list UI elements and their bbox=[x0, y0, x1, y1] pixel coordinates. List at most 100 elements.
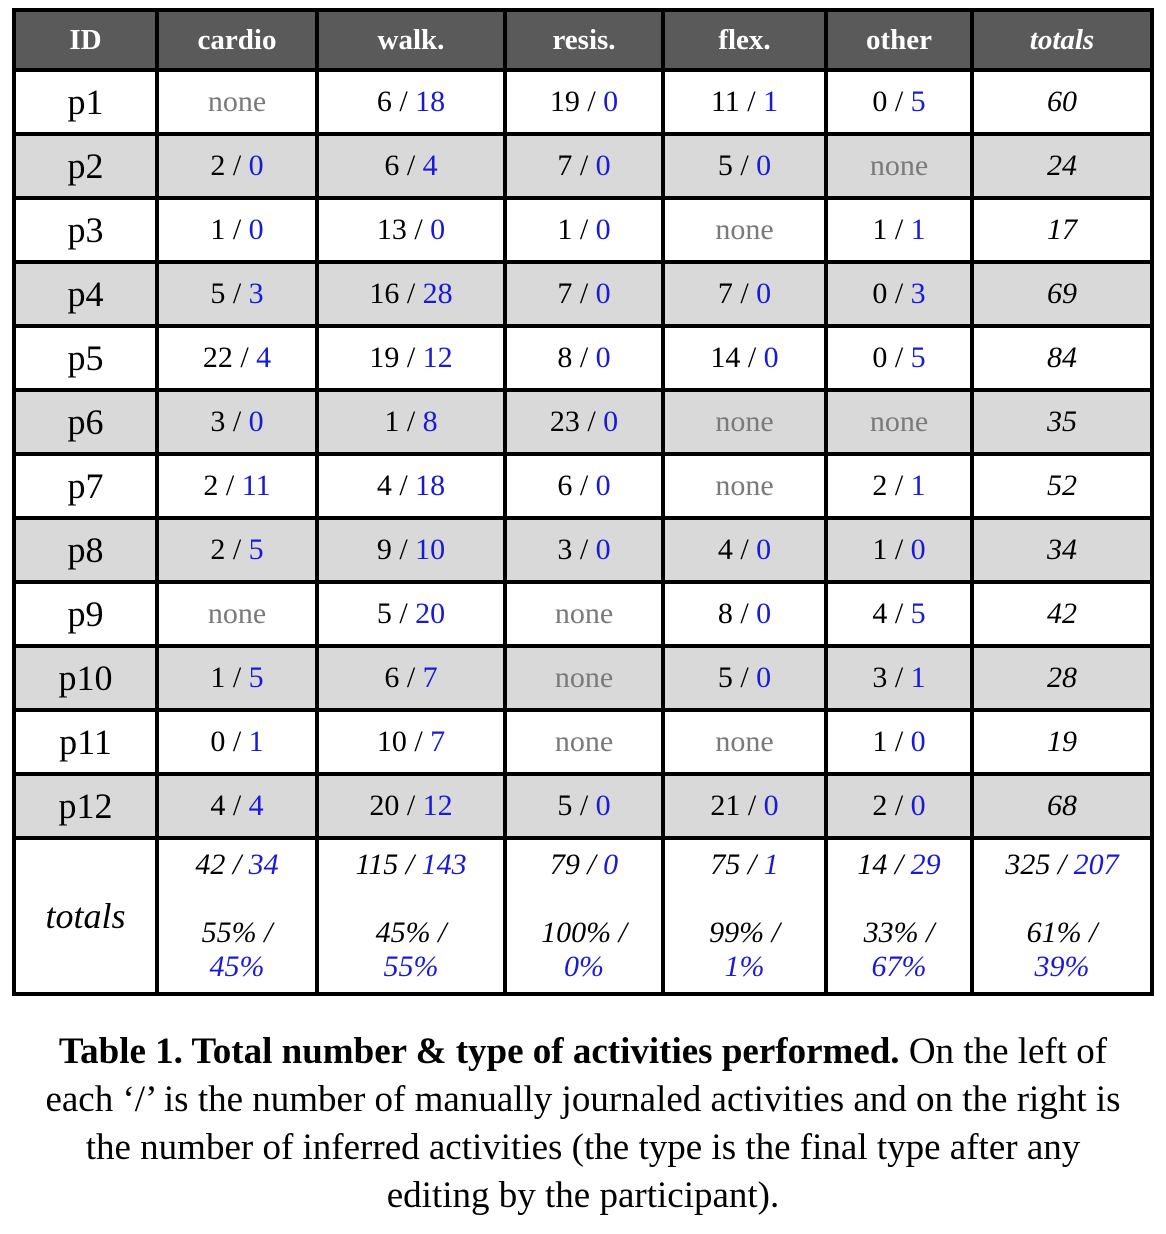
count-inferred: 4 bbox=[248, 789, 264, 822]
count-manual: 20 bbox=[369, 789, 400, 822]
count-manual: 1 bbox=[210, 213, 226, 246]
header-cell: totals bbox=[970, 8, 1154, 72]
count-inferred: 5 bbox=[910, 85, 926, 118]
count-inferred: 0 bbox=[603, 405, 619, 438]
totals-box: 14 / 29 33% /67% bbox=[828, 848, 970, 984]
cell: 5 / 3 bbox=[155, 260, 319, 328]
count-inferred: 0 bbox=[248, 405, 264, 438]
separator: / bbox=[414, 213, 423, 246]
row-id: p5 bbox=[12, 324, 159, 392]
cell: 0 / 5 bbox=[824, 68, 974, 136]
count-inferred: 0 bbox=[595, 341, 611, 374]
cell: 2 / 5 bbox=[155, 516, 319, 584]
count-manual: 0 bbox=[872, 85, 888, 118]
count-inferred: 1 bbox=[248, 725, 264, 758]
totals-shares: 99% /1% bbox=[665, 916, 824, 984]
separator: / bbox=[747, 789, 757, 822]
count-inferred: 11 bbox=[241, 469, 271, 502]
separator: / bbox=[894, 533, 904, 566]
cell-none: none bbox=[503, 708, 665, 776]
separator: / bbox=[587, 848, 596, 881]
count-manual: 19 bbox=[549, 85, 580, 118]
count-inferred: 5 bbox=[910, 341, 926, 374]
cell-none: none bbox=[824, 388, 974, 456]
totals-counts: 79 / 0 bbox=[507, 848, 661, 882]
totals-cell: 79 / 0 100% / 0% bbox=[503, 836, 665, 996]
count-manual: 0 bbox=[210, 725, 226, 758]
separator: / bbox=[264, 916, 273, 949]
count-manual: 21 bbox=[710, 789, 741, 822]
separator: / bbox=[926, 916, 935, 949]
cell: 21 / 0 bbox=[661, 772, 828, 840]
cell-none: none bbox=[503, 580, 665, 648]
cell: 16 / 28 bbox=[315, 260, 507, 328]
count-inferred: 7 bbox=[430, 725, 446, 758]
separator: / bbox=[232, 533, 242, 566]
count-inferred: 5 bbox=[910, 597, 926, 630]
row-total: 60 bbox=[970, 68, 1154, 136]
share-manual: 45% bbox=[375, 916, 431, 949]
count-inferred: 0 bbox=[248, 149, 264, 182]
cell: 8 / 0 bbox=[661, 580, 828, 648]
separator: / bbox=[894, 661, 904, 694]
count-inferred: 0 bbox=[595, 469, 611, 502]
totals-box: 115 / 143 45% /55% bbox=[319, 848, 503, 984]
row-total: 34 bbox=[970, 516, 1154, 584]
count-inferred: 0 bbox=[756, 149, 772, 182]
count-manual: 3 bbox=[210, 405, 226, 438]
cell: 2 / 11 bbox=[155, 452, 319, 520]
cell: 13 / 0 bbox=[315, 196, 507, 264]
count-manual: 14 bbox=[710, 341, 741, 374]
count-manual: 2 bbox=[203, 469, 219, 502]
totals-cell: 42 / 34 55% /45% bbox=[155, 836, 319, 996]
cell-none: none bbox=[155, 580, 319, 648]
cell: 4 / 0 bbox=[661, 516, 828, 584]
count-manual: 1 bbox=[384, 405, 400, 438]
count-inferred: 12 bbox=[422, 789, 453, 822]
row-id: p4 bbox=[12, 260, 159, 328]
separator: / bbox=[399, 85, 408, 118]
separator: / bbox=[579, 533, 589, 566]
cell: 7 / 0 bbox=[661, 260, 828, 328]
separator: / bbox=[587, 85, 596, 118]
totals-shares: 45% /55% bbox=[319, 916, 503, 984]
count-manual: 6 bbox=[376, 85, 392, 118]
totals-label: totals bbox=[12, 836, 159, 996]
totals-counts: 115 / 143 bbox=[319, 848, 503, 882]
table-wrap: ID cardio walk. resis. flex. other totals p1 no… bbox=[12, 8, 1154, 996]
row-id: p2 bbox=[12, 132, 159, 200]
count-manual: 13 bbox=[376, 213, 407, 246]
totals-shares: 33% /67% bbox=[828, 916, 970, 984]
cell-none: none bbox=[661, 196, 828, 264]
count-inferred: 4 bbox=[422, 149, 438, 182]
table-row: p7 2 / 11 4 / 18 6 / 0 none 2 / 1 52 bbox=[12, 452, 1154, 520]
cell: 5 / 0 bbox=[503, 772, 665, 840]
header-cell: other bbox=[824, 8, 974, 72]
count-manual: 7 bbox=[557, 277, 573, 310]
separator: / bbox=[894, 213, 904, 246]
count-manual: 4 bbox=[376, 469, 392, 502]
count-inferred: 18 bbox=[415, 469, 446, 502]
cell-none: none bbox=[661, 708, 828, 776]
separator: / bbox=[579, 149, 589, 182]
total-inferred: 34 bbox=[248, 848, 279, 881]
row-total: 52 bbox=[970, 452, 1154, 520]
row-id: p7 bbox=[12, 452, 159, 520]
separator: / bbox=[771, 916, 780, 949]
separator: / bbox=[740, 597, 749, 630]
count-inferred: 0 bbox=[595, 149, 611, 182]
cell: 5 / 0 bbox=[661, 644, 828, 712]
count-manual: 1 bbox=[872, 533, 888, 566]
cell-none: none bbox=[661, 388, 828, 456]
separator: / bbox=[740, 661, 749, 694]
count-manual: 5 bbox=[557, 789, 573, 822]
count-inferred: 0 bbox=[763, 341, 779, 374]
count-manual: 0 bbox=[872, 341, 888, 374]
header-cell: cardio bbox=[155, 8, 319, 72]
share-inferred: 55% bbox=[383, 950, 439, 983]
cell: 1 / 0 bbox=[824, 708, 974, 776]
